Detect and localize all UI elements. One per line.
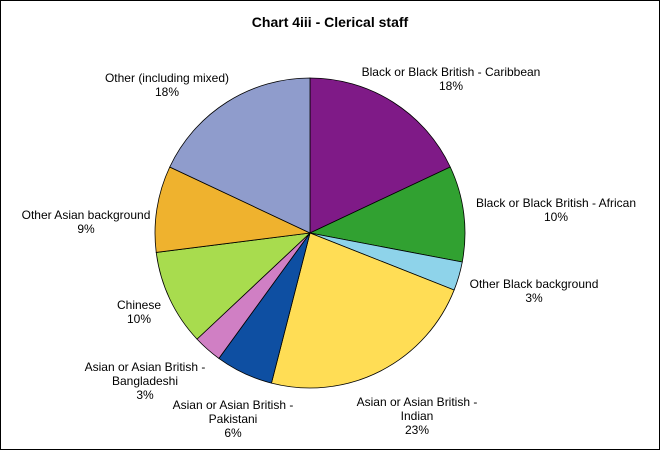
pie-slices — [154, 77, 466, 389]
pie-slice-black-or-black-british-caribbean — [309, 77, 451, 234]
pie-slice-other-including-mixed — [169, 77, 311, 234]
slice-label-chinese: Chinese — [117, 298, 161, 312]
slice-value-other-including-mixed: 18% — [155, 85, 179, 99]
pie-slice-black-or-black-british-african — [308, 166, 466, 263]
slice-label-asian-or-asian-british-pakistani-line-2: Pakistani — [209, 412, 258, 426]
pie-labels: Black or Black British - Caribbean18%Bla… — [22, 65, 636, 440]
slice-value-asian-or-asian-british-indian: 23% — [405, 423, 429, 437]
slice-value-black-or-black-british-caribbean: 18% — [439, 79, 463, 93]
slice-label-asian-or-asian-british-bangladeshi-line-2: Bangladeshi — [112, 374, 178, 388]
slice-value-asian-or-asian-british-pakistani: 6% — [224, 426, 242, 440]
slice-value-other-asian-background: 9% — [77, 222, 95, 236]
slice-label-black-or-black-british-african: Black or Black British - African — [476, 196, 636, 210]
slice-value-chinese: 10% — [127, 312, 151, 326]
slice-label-black-or-black-british-caribbean: Black or Black British - Caribbean — [362, 65, 541, 79]
slice-label-asian-or-asian-british-indian-line-2: Indian — [401, 409, 434, 423]
slice-label-other-black-background: Other Black background — [470, 277, 599, 291]
slice-label-other-including-mixed: Other (including mixed) — [105, 71, 229, 85]
chart-title: Chart 4iii - Clerical staff — [252, 14, 409, 30]
slice-label-asian-or-asian-british-pakistani-line-1: Asian or Asian British - — [173, 398, 294, 412]
pie-slice-chinese — [155, 232, 312, 340]
slice-value-black-or-black-british-african: 10% — [544, 210, 568, 224]
slice-label-asian-or-asian-british-indian-line-1: Asian or Asian British - — [357, 395, 478, 409]
slice-value-asian-or-asian-british-bangladeshi: 3% — [136, 388, 154, 402]
pie-slice-asian-or-asian-british-indian — [270, 232, 455, 389]
slice-label-asian-or-asian-british-bangladeshi-line-1: Asian or Asian British - — [85, 360, 206, 374]
pie-slice-other-asian-background — [154, 166, 312, 253]
slice-value-other-black-background: 3% — [525, 291, 543, 305]
slice-label-other-asian-background: Other Asian background — [22, 208, 151, 222]
